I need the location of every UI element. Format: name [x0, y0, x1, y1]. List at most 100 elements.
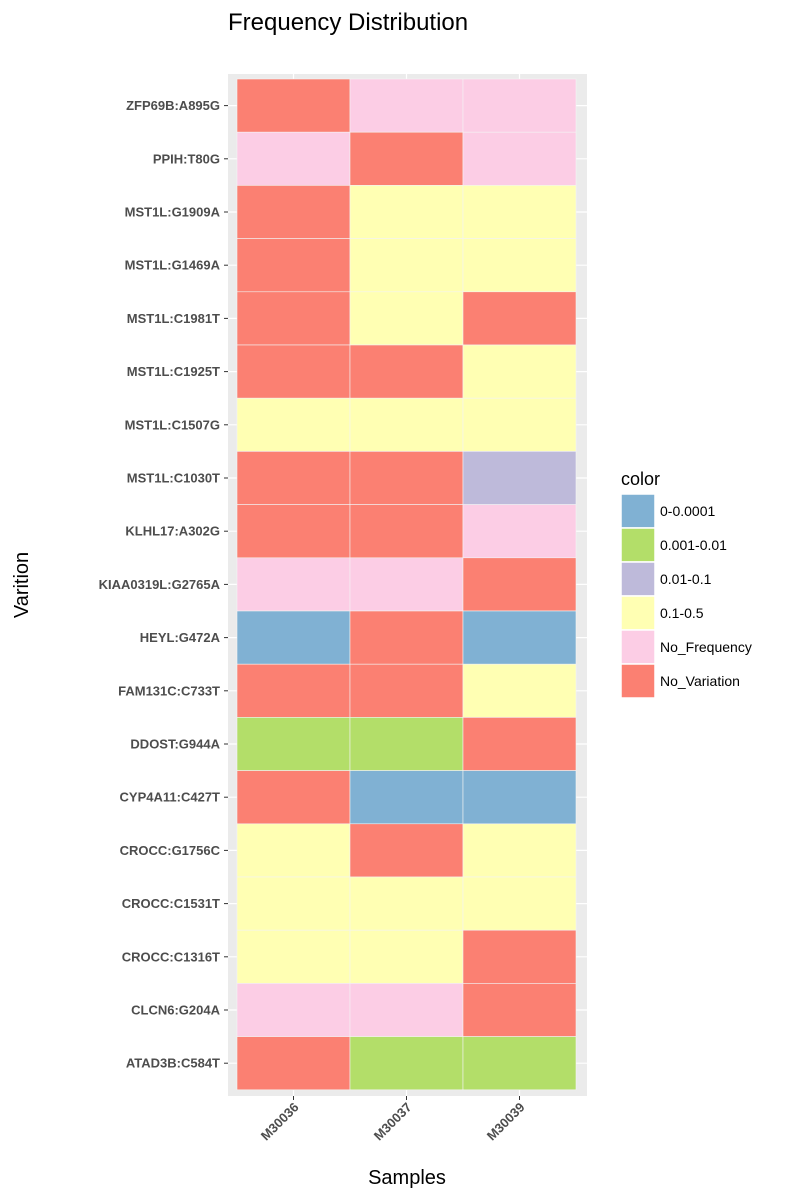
y-tick-label: MST1L:G1469A — [125, 258, 221, 273]
y-tick-label: FAM131C:C733T — [118, 683, 220, 698]
heatmap-cell — [236, 876, 351, 931]
heatmap-cell — [349, 451, 464, 505]
heatmap-cell — [462, 397, 577, 452]
heatmap-cell — [236, 717, 351, 771]
x-axis-title: Samples — [368, 1167, 446, 1189]
heatmap-cell — [462, 557, 577, 612]
y-axis-ticks: ZFP69B:A895G PPIH:T80G MST1L:G1909A MST1L:G… — [99, 98, 228, 1071]
x-tick-label: M30037 — [371, 1100, 415, 1144]
legend: color 0-0.0001 0.001-0.01 0.01-0.1 0.1-0.5 N… — [620, 469, 752, 699]
heatmap-cell — [349, 344, 464, 399]
heatmap-cell — [349, 663, 464, 718]
legend-swatch — [620, 561, 656, 597]
heatmap-cell — [462, 131, 577, 186]
heatmap-cell — [236, 397, 351, 452]
heatmap-cell — [349, 78, 464, 133]
heatmap-cells — [236, 78, 577, 1091]
heatmap-cell — [462, 610, 577, 665]
heatmap-cell — [236, 78, 351, 133]
heatmap-cell — [462, 1036, 577, 1091]
heatmap-cell — [349, 397, 464, 452]
y-tick-label: MST1L:G1909A — [125, 205, 221, 220]
heatmap-cell — [236, 823, 351, 878]
y-tick-label: CROCC:C1316T — [122, 949, 220, 964]
legend-label: No_Frequency — [660, 639, 752, 655]
heatmap-cell — [462, 929, 577, 984]
heatmap-cell — [462, 876, 577, 931]
y-tick-label: KLHL17:A302G — [125, 524, 220, 539]
legend-swatch — [620, 527, 656, 563]
heatmap-cell — [462, 185, 577, 239]
heatmap-cell — [236, 131, 351, 186]
heatmap-cell — [236, 185, 351, 239]
legend-swatch — [620, 493, 656, 529]
heatmap-cell — [236, 929, 351, 984]
heatmap-cell — [462, 451, 577, 505]
y-tick-label: MST1L:C1030T — [127, 471, 220, 486]
heatmap-cell — [236, 663, 351, 718]
legend-swatch — [620, 629, 656, 665]
heatmap-cell — [349, 504, 464, 559]
heatmap-cell — [349, 238, 464, 293]
chart-title: Frequency Distribution — [228, 9, 468, 36]
y-tick-label: CROCC:G1756C — [120, 843, 221, 858]
heatmap-cell — [462, 238, 577, 293]
heatmap-cell — [462, 983, 577, 1037]
heatmap-cell — [462, 663, 577, 718]
heatmap-cell — [462, 770, 577, 825]
heatmap-cell — [236, 291, 351, 346]
y-tick-label: CLCN6:G204A — [131, 1003, 220, 1018]
heatmap-cell — [349, 557, 464, 612]
legend-title: color — [621, 469, 660, 489]
heatmap-cell — [236, 557, 351, 612]
heatmap-cell — [236, 770, 351, 825]
y-axis-title: Varition — [11, 552, 33, 618]
y-tick-label: PPIH:T80G — [153, 151, 220, 166]
heatmap-cell — [462, 291, 577, 346]
heatmap-cell — [349, 983, 464, 1037]
heatmap-cell — [236, 238, 351, 293]
legend-label: 0.01-0.1 — [660, 571, 712, 587]
heatmap-cell — [236, 983, 351, 1037]
heatmap-cell — [462, 823, 577, 878]
legend-swatch — [620, 663, 656, 699]
heatmap-cell — [236, 344, 351, 399]
y-tick-label: CROCC:C1531T — [122, 896, 220, 911]
heatmap-cell — [462, 717, 577, 771]
y-tick-label: MST1L:C1981T — [127, 311, 220, 326]
heatmap-cell — [462, 504, 577, 559]
heatmap-cell — [349, 717, 464, 771]
x-tick-label: M30036 — [258, 1100, 302, 1144]
heatmap-cell — [236, 610, 351, 665]
heatmap-cell — [349, 823, 464, 878]
heatmap-cell — [462, 78, 577, 133]
y-tick-label: MST1L:C1925T — [127, 364, 220, 379]
legend-swatch — [620, 595, 656, 631]
y-tick-label: HEYL:G472A — [140, 630, 221, 645]
heatmap-cell — [236, 451, 351, 505]
y-tick-label: ZFP69B:A895G — [126, 98, 220, 113]
legend-label: 0.001-0.01 — [660, 537, 727, 553]
y-tick-label: MST1L:C1507G — [125, 417, 220, 432]
heatmap-cell — [236, 504, 351, 559]
y-tick-label: KIAA0319L:G2765A — [99, 577, 221, 592]
y-tick-label: ATAD3B:C584T — [126, 1056, 220, 1071]
heatmap-cell — [349, 185, 464, 239]
heatmap-cell — [462, 344, 577, 399]
heatmap-cell — [349, 770, 464, 825]
y-tick-label: DDOST:G944A — [130, 737, 220, 752]
heatmap-cell — [236, 1036, 351, 1091]
heatmap-cell — [349, 291, 464, 346]
x-axis-ticks: M30036 M30037 M30039 — [258, 1096, 528, 1143]
legend-label: 0.1-0.5 — [660, 605, 704, 621]
heatmap-cell — [349, 1036, 464, 1091]
y-tick-label: CYP4A11:C427T — [120, 790, 220, 805]
heatmap-cell — [349, 929, 464, 984]
heatmap-cell — [349, 610, 464, 665]
heatmap-cell — [349, 876, 464, 931]
legend-label: 0-0.0001 — [660, 503, 715, 519]
x-tick-label: M30039 — [484, 1100, 528, 1144]
heatmap-cell — [349, 131, 464, 186]
legend-label: No_Variation — [660, 673, 740, 689]
